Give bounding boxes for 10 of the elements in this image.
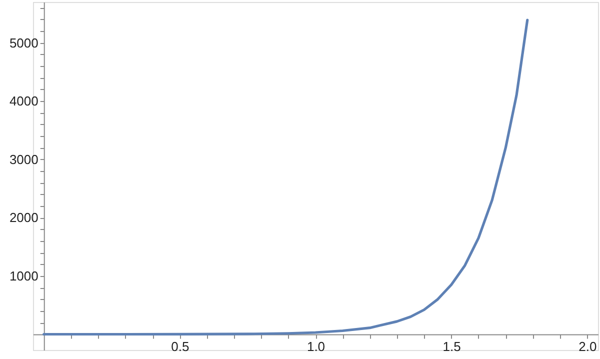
x-tick-label: 2.0 [578, 338, 597, 354]
y-tick-label: 1000 [9, 268, 38, 284]
x-tick-label: 0.5 [171, 338, 190, 354]
y-tick-label: 2000 [9, 210, 38, 226]
y-tick-label: 5000 [9, 35, 38, 50]
y-tick-label: 3000 [9, 152, 38, 167]
x-tick-label: 1.5 [442, 338, 461, 354]
y-tick-label: 4000 [9, 94, 38, 109]
x-tick-label: 1.0 [306, 338, 326, 354]
line-series [42, 18, 529, 336]
